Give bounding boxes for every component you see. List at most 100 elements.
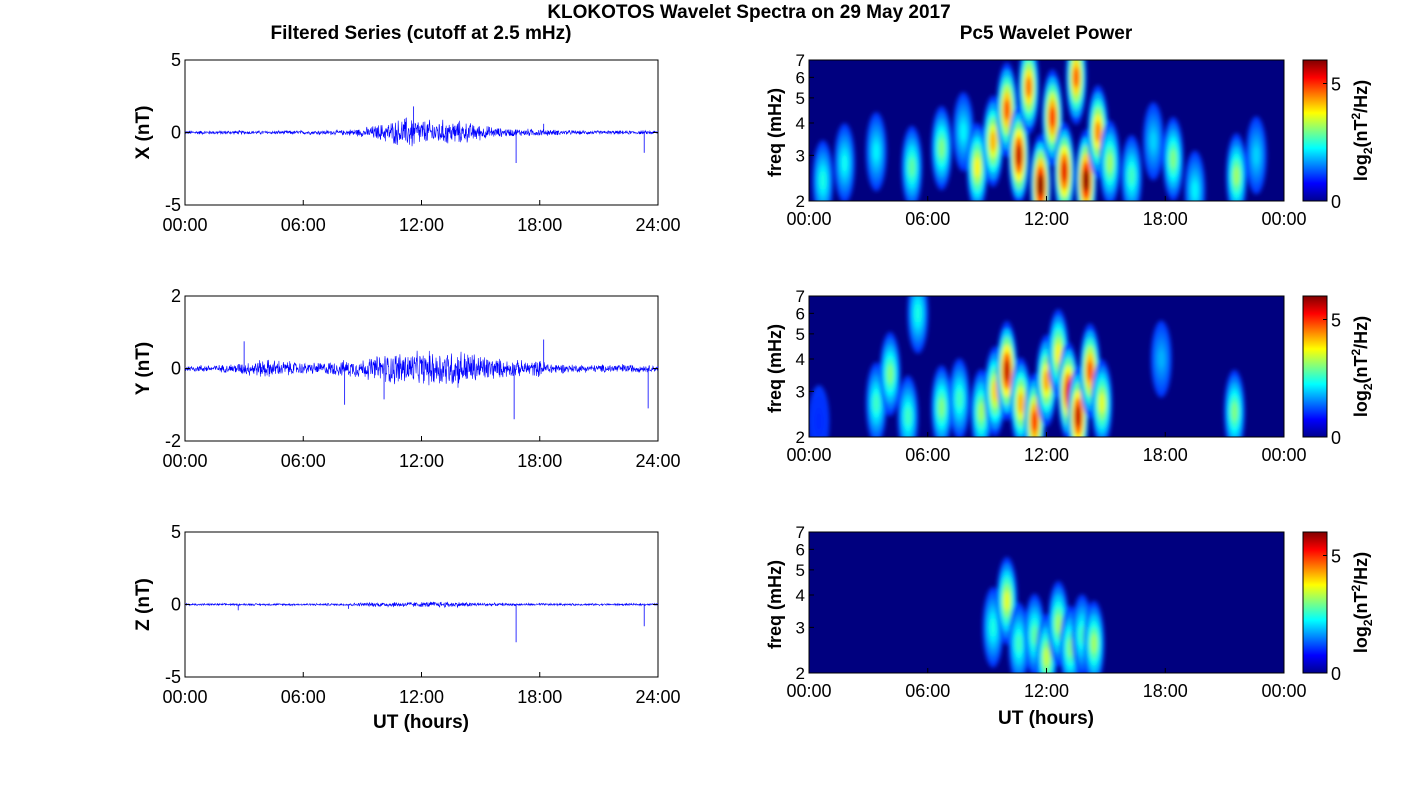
power-blob [1087,360,1094,382]
x-axis-label: UT (hours) [998,708,1094,729]
power-blob [1003,360,1010,382]
power-blob [1106,153,1113,173]
x-tick-label: 24:00 [635,687,680,707]
x-tick-label: 06:00 [905,209,950,229]
trace-line [184,350,659,388]
x-tick-label: 18:00 [517,687,562,707]
power-blob [938,397,945,417]
left-column-title: Filtered Series (cutoff at 2.5 mHz) [271,23,572,44]
y-tick-label: 3 [796,382,805,401]
power-blob [1043,370,1050,391]
x-tick-label: 18:00 [1143,681,1188,701]
x-tick-label: 00:00 [1261,681,1306,701]
x-tick-label: 00:00 [162,215,207,235]
y-tick-label: -2 [165,431,181,451]
y-axis-label: X (nT) [133,106,154,160]
power-blob [978,402,985,422]
power-blob [1025,76,1032,98]
power-blob [1055,343,1062,364]
power-blob [1015,634,1022,653]
y-tick-label: 7 [796,523,805,542]
y-tick-label: 5 [796,89,805,108]
x-tick-label: 00:00 [1261,445,1306,465]
x-axis-label: UT (hours) [373,712,469,733]
power-blob [1017,393,1024,414]
y-tick-label: 2 [171,286,181,306]
power-blob [1061,160,1068,183]
power-blob [1043,647,1050,667]
series-panel-0: 5 0 -500:00 06:00 12:00 18:00 24:00 X (nT) [133,50,681,235]
x-tick-label: 12:00 [1024,681,1069,701]
power-blob [1037,174,1044,197]
power-blob [1049,106,1056,128]
x-tick-label: 12:00 [399,451,444,471]
power-blob [1170,149,1177,169]
power-blob [1233,166,1240,186]
y-tick-label: 7 [796,287,805,306]
y-axis-label: Y (nT) [133,342,154,395]
colorbar-tick-label: 5 [1331,311,1341,331]
x-tick-label: 00:00 [786,445,831,465]
power-blob [887,364,894,384]
power-blob [873,393,880,413]
figure-title: KLOKOTOS Wavelet Spectra on 29 May 2017 [547,2,950,23]
power-blob [960,122,967,141]
trace-line [184,601,659,609]
x-tick-label: 00:00 [162,451,207,471]
power-blobs [809,296,1246,437]
power-blob [904,407,911,426]
x-tick-label: 24:00 [635,451,680,471]
power-blob [1003,590,1010,611]
power-blob [1158,350,1165,368]
x-tick-label: 06:00 [281,687,326,707]
y-tick-label: 6 [796,304,805,323]
power-blob [1150,132,1157,151]
colorbar-label: log2(nT2/Hz) [1349,316,1375,417]
x-tick-label: 00:00 [786,209,831,229]
x-tick-label: 12:00 [1024,445,1069,465]
x-tick-label: 06:00 [281,215,326,235]
power-blob [1094,121,1101,143]
colorbar [1302,59,1328,202]
colorbar-tick-label: 5 [1331,75,1341,95]
power-blob [819,171,826,190]
power-blob [1191,181,1198,200]
colorbar-label: log2(nT2/Hz) [1349,80,1375,181]
y-tick-label: 5 [796,561,805,580]
power-blob [1075,405,1082,428]
x-tick-label: 12:00 [1024,209,1069,229]
y-axis-label: freq (mHz) [765,560,785,649]
trace-line [184,117,659,147]
y-tick-label: 7 [796,51,805,70]
y-tick-label: 5 [171,50,181,70]
colorbar-tick-label: 0 [1331,192,1341,212]
power-blob [815,412,822,430]
y-tick-label: 0 [171,123,181,143]
y-tick-label: 2 [796,664,805,683]
power-blobs [982,556,1105,673]
series-panel-2: 5 0 -500:00 06:00 12:00 18:00 24:00 Z (nT) [133,522,681,707]
power-blob [1253,146,1260,165]
y-tick-label: 2 [796,192,805,211]
series-panel-1: 2 0 -200:00 06:00 12:00 18:00 24:00 Y (nT) [133,286,681,471]
y-tick-label: 5 [171,522,181,542]
power-blob [974,157,981,178]
x-tick-label: 06:00 [281,451,326,471]
power-blob [873,142,880,161]
y-tick-label: 5 [796,325,805,344]
x-tick-label: 18:00 [1143,445,1188,465]
y-tick-label: 4 [796,586,805,605]
x-tick-label: 00:00 [786,681,831,701]
power-blob [956,389,963,409]
power-blob [1231,402,1238,422]
x-tick-label: 18:00 [517,451,562,471]
y-axis-label: freq (mHz) [765,324,785,413]
y-tick-label: -5 [165,195,181,215]
y-tick-label: 0 [171,359,181,379]
y-tick-label: 6 [796,540,805,559]
x-tick-label: 24:00 [635,215,680,235]
x-tick-label: 00:00 [1261,209,1306,229]
y-tick-label: 2 [796,428,805,447]
y-axis-label: freq (mHz) [765,88,785,177]
